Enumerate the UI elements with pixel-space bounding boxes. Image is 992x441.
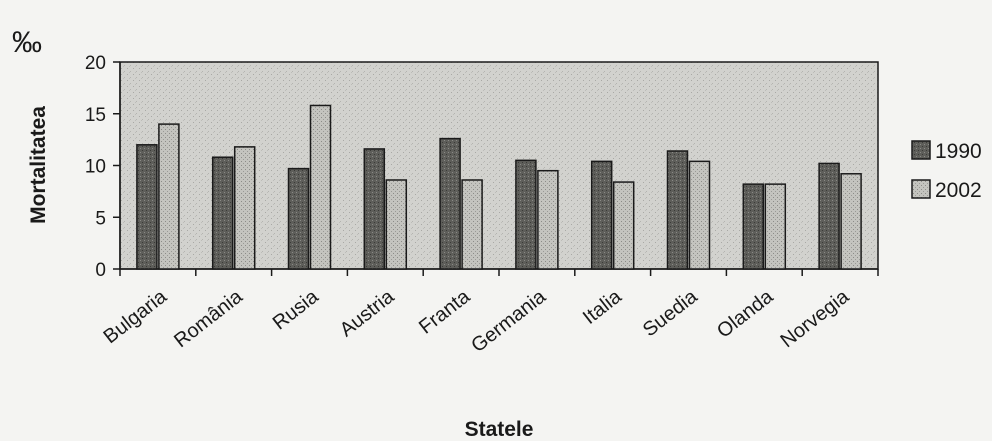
bar-2002 <box>461 179 483 270</box>
bar-1990 <box>363 148 386 270</box>
x-category-label: Germania <box>467 285 550 357</box>
x-category-label: Italia <box>579 285 627 329</box>
y-axis-title: Mortalitatea <box>27 106 50 224</box>
x-category-label: Austria <box>336 285 399 341</box>
y-tick-label: 5 <box>95 208 106 229</box>
x-category-label: Suedia <box>639 285 702 341</box>
bar-2002 <box>385 179 408 270</box>
x-category-label: Olanda <box>713 285 778 343</box>
bar-2002 <box>612 181 635 270</box>
legend-swatch-2002 <box>911 179 931 199</box>
y-tick-label: 20 <box>85 53 106 74</box>
x-category-label: Norvegia <box>777 285 854 352</box>
legend-label-1990: 1990 <box>935 140 982 163</box>
bars <box>136 104 862 270</box>
bar-2002 <box>764 183 787 270</box>
x-category-label: România <box>170 285 247 352</box>
bar-2002 <box>840 173 862 270</box>
bar-1990 <box>666 150 689 270</box>
y-tick-label: 15 <box>85 105 106 126</box>
bar-2002 <box>537 169 559 270</box>
x-axis-title: Statele <box>465 418 534 441</box>
bar-2002 <box>158 123 180 270</box>
bar-1990 <box>818 162 840 270</box>
x-category-label: Bulgaria <box>100 285 172 348</box>
bar-1990 <box>287 167 310 270</box>
bar-1990 <box>136 144 158 270</box>
legend-label-2002: 2002 <box>935 179 982 202</box>
plot-area <box>119 61 879 270</box>
bar-1990 <box>742 183 765 270</box>
legend: 1990 2002 <box>911 140 982 202</box>
unit-label: ‰ <box>12 26 42 59</box>
bar-2002 <box>688 160 711 270</box>
y-tick-label: 10 <box>85 157 106 178</box>
x-category-label: Franta <box>415 285 475 338</box>
legend-swatch-1990 <box>911 140 931 160</box>
bar-1990 <box>439 137 461 270</box>
x-axis: Bulgaria România Rusia Austria FrantaGermani… <box>100 268 879 357</box>
bar-2002 <box>309 104 332 270</box>
bar-1990 <box>515 159 537 270</box>
bar-1990 <box>590 160 613 270</box>
y-axis: 0 5 10 15 20 <box>85 53 121 281</box>
x-category-label: Rusia <box>269 285 324 334</box>
bar-1990 <box>211 156 234 270</box>
bar-2002 <box>233 146 256 270</box>
y-tick-label: 0 <box>95 260 106 281</box>
